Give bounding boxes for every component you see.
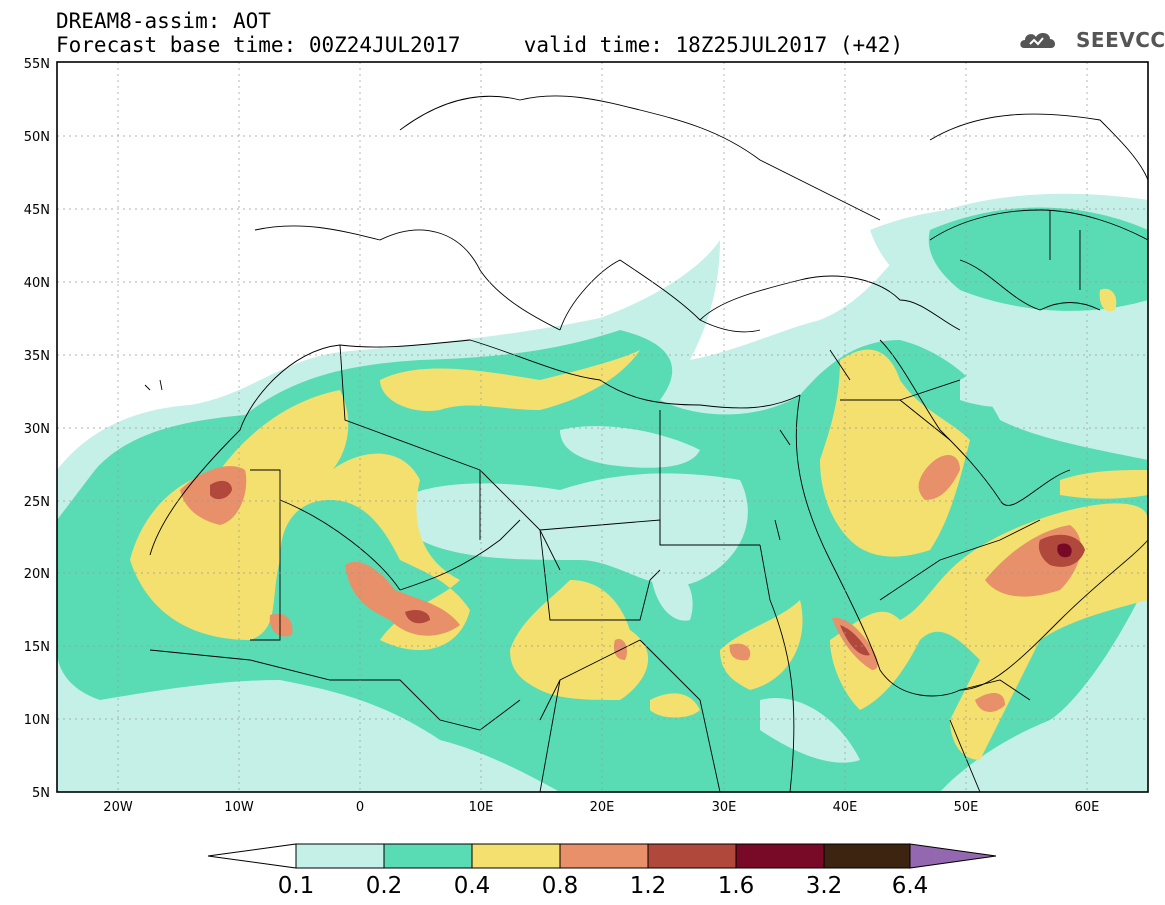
lat-tick-label: 40N — [24, 276, 50, 291]
lon-tick-label: 20W — [103, 800, 133, 815]
colorbar-segment — [823, 843, 911, 869]
colorbar-label: 3.2 — [806, 873, 843, 899]
colorbar-segment — [559, 843, 649, 869]
colorbar-segment — [471, 843, 561, 869]
colorbar-segment — [383, 843, 473, 869]
graticule — [57, 62, 1148, 792]
lon-tick-label: 60E — [1075, 800, 1100, 815]
colorbar-labels: 0.1 0.2 0.4 0.8 1.2 1.6 3.2 6.4 — [278, 873, 929, 899]
latitude-tick-labels: 5N 10N 15N 20N 25N 30N 35N 40N 45N 50N 5… — [24, 57, 50, 801]
coastlines-borders — [144, 95, 1148, 792]
map-frame — [56, 61, 1149, 793]
colorbar-segment — [735, 843, 825, 869]
colorbar — [207, 843, 997, 869]
lat-tick-label: 45N — [24, 203, 50, 218]
lat-tick-label: 10N — [24, 713, 50, 728]
map-title: DREAM8-assim: AOT — [56, 9, 271, 33]
colorbar-segment — [647, 843, 737, 869]
lat-tick-label: 30N — [24, 422, 50, 437]
lat-tick-label: 20N — [24, 567, 50, 582]
lon-tick-label: 10W — [224, 800, 254, 815]
colorbar-label: 0.1 — [278, 873, 315, 899]
lat-tick-label: 15N — [24, 640, 50, 655]
lon-tick-label: 30E — [712, 800, 737, 815]
lon-tick-label: 10E — [469, 800, 494, 815]
lat-tick-label: 5N — [32, 786, 50, 801]
colorbar-label: 6.4 — [892, 873, 929, 899]
colorbar-min-arrow — [207, 843, 297, 869]
lon-tick-label: 0 — [356, 800, 364, 815]
colorbar-label: 1.2 — [630, 873, 667, 899]
aot-contour-layer — [57, 62, 1148, 792]
lon-tick-label: 20E — [590, 800, 615, 815]
colorbar-label: 0.4 — [454, 873, 491, 899]
lat-tick-label: 50N — [24, 130, 50, 145]
lat-tick-label: 55N — [24, 57, 50, 72]
colorbar-segment — [295, 843, 385, 869]
colorbar-label: 1.6 — [718, 873, 755, 899]
colorbar-max-arrow — [909, 843, 997, 869]
logo-text: SEEVCCC — [1076, 28, 1165, 52]
lon-tick-label: 50E — [954, 800, 979, 815]
cloud-icon — [1020, 33, 1056, 48]
aot-region-high — [130, 390, 470, 650]
colorbar-label: 0.8 — [542, 873, 579, 899]
lon-tick-label: 40E — [833, 800, 858, 815]
lat-tick-label: 35N — [24, 349, 50, 364]
forecast-time-subtitle: Forecast base time: 00Z24JUL2017 valid t… — [56, 33, 904, 57]
longitude-tick-labels: 20W 10W 0 10E 20E 30E 40E 50E 60E — [103, 800, 1099, 815]
colorbar-label: 0.2 — [366, 873, 403, 899]
lat-tick-label: 25N — [24, 495, 50, 510]
